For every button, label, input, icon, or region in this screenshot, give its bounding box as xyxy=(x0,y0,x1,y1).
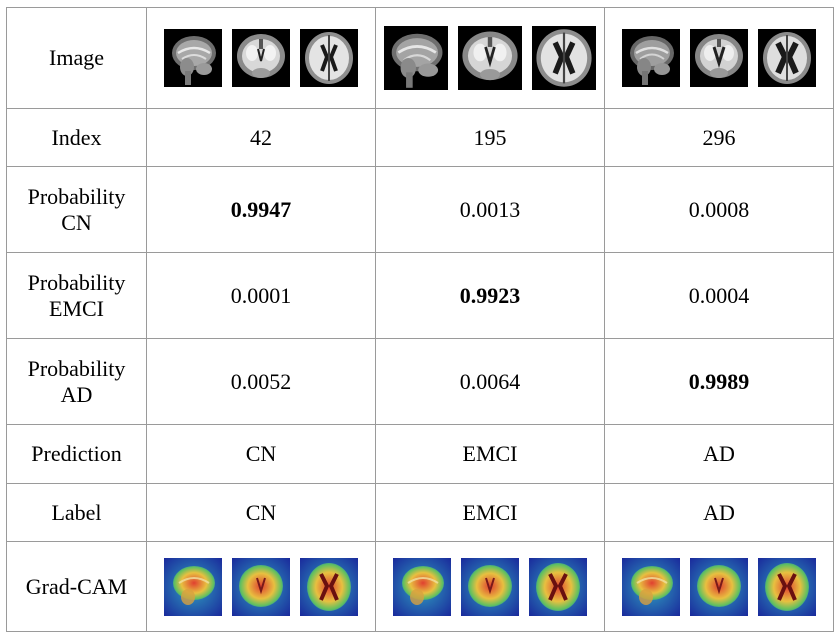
prediction-value: CN xyxy=(146,424,376,484)
row-header-label: Label xyxy=(6,483,147,542)
row-header-probability-ad: Probability AD xyxy=(6,338,147,425)
row-header-index: Index xyxy=(6,108,147,167)
probability-cn-value: 0.9947 xyxy=(146,166,376,253)
label-value: AD xyxy=(604,483,834,542)
mri-cell-sample-3 xyxy=(604,7,834,109)
row-image: Image xyxy=(6,7,834,109)
gradcam-cell-sample-3 xyxy=(604,541,834,632)
row-header-probability-cn: Probability CN xyxy=(6,166,147,253)
mri-cell-sample-1 xyxy=(146,7,376,109)
mri-coronal-image xyxy=(690,29,748,87)
mri-sagittal-image xyxy=(622,29,680,87)
label-value: CN xyxy=(146,483,376,542)
mri-sagittal-image xyxy=(164,29,222,87)
row-header-probability-emci: Probability EMCI xyxy=(6,252,147,339)
mri-cell-sample-2 xyxy=(375,7,605,109)
mri-coronal-image xyxy=(458,26,522,90)
label-value: EMCI xyxy=(375,483,605,542)
prediction-value: EMCI xyxy=(375,424,605,484)
mri-axial-image xyxy=(532,26,596,90)
gradcam-axial-heatmap xyxy=(300,557,358,616)
gradcam-sagittal-heatmap xyxy=(164,557,222,616)
index-value: 195 xyxy=(375,108,605,167)
mri-coronal-image xyxy=(232,29,290,87)
index-value: 42 xyxy=(146,108,376,167)
gradcam-cell-sample-1 xyxy=(146,541,376,632)
results-table: Image xyxy=(6,7,834,632)
row-label: Label CN EMCI AD xyxy=(6,483,834,542)
gradcam-axial-heatmap xyxy=(529,557,587,616)
row-header-gradcam: Grad-CAM xyxy=(6,541,147,632)
gradcam-axial-heatmap xyxy=(758,557,816,616)
mri-axial-image xyxy=(758,29,816,87)
mri-sagittal-image xyxy=(384,26,448,90)
mri-axial-image xyxy=(300,29,358,87)
gradcam-coronal-heatmap xyxy=(232,557,290,616)
gradcam-sagittal-heatmap xyxy=(393,557,451,616)
gradcam-cell-sample-2 xyxy=(375,541,605,632)
probability-cn-value: 0.0008 xyxy=(604,166,834,253)
prediction-value: AD xyxy=(604,424,834,484)
probability-emci-value: 0.0001 xyxy=(146,252,376,339)
row-header-image: Image xyxy=(6,7,147,109)
gradcam-coronal-heatmap xyxy=(461,557,519,616)
row-index: Index 42 195 296 xyxy=(6,108,834,167)
probability-cn-value: 0.0013 xyxy=(375,166,605,253)
gradcam-coronal-heatmap xyxy=(690,557,748,616)
probability-ad-value: 0.0052 xyxy=(146,338,376,425)
probability-emci-value: 0.9923 xyxy=(375,252,605,339)
row-probability-emci: Probability EMCI 0.0001 0.9923 0.0004 xyxy=(6,252,834,339)
row-prediction: Prediction CN EMCI AD xyxy=(6,424,834,484)
row-probability-cn: Probability CN 0.9947 0.0013 0.0008 xyxy=(6,166,834,253)
index-value: 296 xyxy=(604,108,834,167)
probability-ad-value: 0.0064 xyxy=(375,338,605,425)
probability-ad-value: 0.9989 xyxy=(604,338,834,425)
row-header-prediction: Prediction xyxy=(6,424,147,484)
probability-emci-value: 0.0004 xyxy=(604,252,834,339)
row-probability-ad: Probability AD 0.0052 0.0064 0.9989 xyxy=(6,338,834,425)
row-gradcam: Grad-CAM xyxy=(6,541,834,632)
gradcam-sagittal-heatmap xyxy=(622,557,680,616)
